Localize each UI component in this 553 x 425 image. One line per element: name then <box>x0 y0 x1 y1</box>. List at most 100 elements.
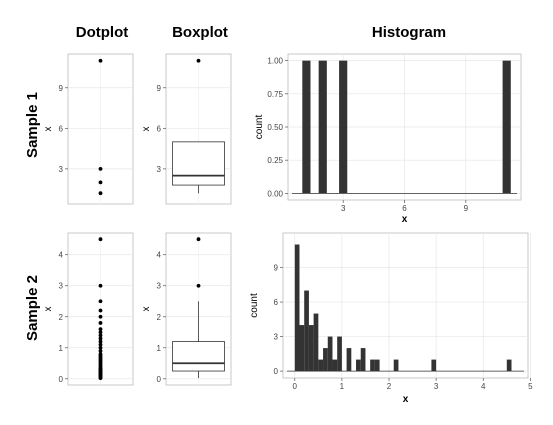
plot-panels: 3 6 9 x 3 6 9 x 0.00 0.25 0.50 0.75 1.00 count 3 6 9 x 0 1 2… <box>43 53 533 405</box>
data-point <box>98 237 103 242</box>
y-tick-label: 9 <box>274 264 279 273</box>
y-tick-label: 1 <box>59 344 64 353</box>
data-point <box>98 330 103 335</box>
outlier-point <box>196 283 201 288</box>
data-point <box>98 314 103 319</box>
data-point <box>98 308 103 313</box>
y-tick-label: 9 <box>59 84 64 93</box>
x-tick-label: 4 <box>481 382 486 391</box>
x-tick-label: 2 <box>387 382 392 391</box>
data-point <box>98 348 103 353</box>
column-title-dotplot: Dotplot <box>76 24 128 41</box>
panel-histogram-sample-2: 0 3 6 9 count 0 1 2 3 4 5 x <box>249 232 533 405</box>
data-point <box>98 342 103 347</box>
y-axis-label: x <box>43 127 54 132</box>
y-tick-label: 6 <box>59 124 64 133</box>
y-tick-label: 0 <box>157 375 162 384</box>
histogram-bar <box>360 348 366 372</box>
x-tick-label: 6 <box>402 204 407 213</box>
y-tick-label: 9 <box>157 84 162 93</box>
y-tick-label: 3 <box>59 282 64 291</box>
y-axis-label: count <box>254 115 265 140</box>
y-tick-label: 3 <box>157 165 162 174</box>
data-point <box>98 345 103 350</box>
data-point <box>98 333 103 338</box>
x-axis-label: x <box>403 394 409 405</box>
x-tick-label: 0 <box>293 382 298 391</box>
y-tick-label: 1 <box>157 344 162 353</box>
y-tick-label: 0.00 <box>267 189 283 198</box>
panel-dotplot-sample-1: 3 6 9 x <box>43 53 134 205</box>
y-tick-label: 6 <box>274 298 279 307</box>
histogram-bar <box>323 348 328 372</box>
histogram-bar <box>304 290 309 372</box>
histogram-bar <box>506 359 512 372</box>
histogram-bar <box>370 359 375 372</box>
histogram-bar <box>318 359 324 372</box>
data-point <box>98 191 103 196</box>
panel-boxplot-sample-2: 0 1 2 3 4 x <box>141 232 232 386</box>
y-tick-label: 1.00 <box>267 57 283 66</box>
x-axis-label: x <box>402 214 408 225</box>
data-point <box>98 166 103 171</box>
y-axis-label: x <box>43 307 54 312</box>
histogram-bar <box>318 60 327 194</box>
x-tick-label: 5 <box>528 382 533 391</box>
histogram-bar <box>337 336 342 372</box>
y-tick-label: 0.25 <box>267 156 283 165</box>
data-point <box>98 336 103 341</box>
column-title-histogram: Histogram <box>372 24 446 41</box>
panel-dotplot-sample-2: 0 1 2 3 4 x <box>43 232 134 386</box>
histogram-bar <box>313 313 319 372</box>
histogram-bar <box>346 348 352 372</box>
y-tick-label: 4 <box>59 251 64 260</box>
data-point <box>98 352 103 356</box>
y-tick-label: 0.50 <box>267 123 283 132</box>
data-point <box>98 321 103 325</box>
box <box>172 141 225 186</box>
data-point <box>98 327 103 332</box>
y-tick-label: 4 <box>157 251 162 260</box>
histogram-bar <box>502 60 511 194</box>
y-axis-label: x <box>141 307 152 312</box>
outlier-point <box>196 237 201 242</box>
y-tick-label: 3 <box>274 333 279 342</box>
column-title-boxplot: Boxplot <box>172 24 228 41</box>
y-tick-label: 0 <box>274 367 279 376</box>
histogram-bar <box>393 359 399 372</box>
row-title-sample-2: Sample 2 <box>24 275 41 341</box>
histogram-bar <box>356 359 361 372</box>
y-tick-label: 0.75 <box>267 90 283 99</box>
x-tick-label: 9 <box>464 204 469 213</box>
data-point <box>98 180 103 185</box>
box <box>172 341 225 372</box>
y-tick-label: 2 <box>59 313 64 322</box>
y-axis-label: count <box>249 293 260 318</box>
y-tick-label: 3 <box>157 282 162 291</box>
data-point <box>98 283 103 288</box>
outlier-point <box>196 58 201 63</box>
histogram-bar <box>431 359 437 372</box>
x-tick-label: 1 <box>340 382 345 391</box>
panel-boxplot-sample-1: 3 6 9 x <box>141 53 232 205</box>
data-point <box>98 339 103 344</box>
data-point <box>98 299 103 304</box>
histogram-bar <box>332 359 338 372</box>
histogram-bar <box>294 244 300 372</box>
panel-histogram-sample-1: 0.00 0.25 0.50 0.75 1.00 count 3 6 9 x <box>254 53 522 225</box>
y-tick-label: 3 <box>59 165 64 174</box>
y-tick-label: 2 <box>157 313 162 322</box>
y-tick-label: 6 <box>157 124 162 133</box>
panel-frame <box>282 232 529 379</box>
histogram-bar <box>302 60 311 194</box>
row-title-sample-1: Sample 1 <box>24 92 41 158</box>
histogram-bar <box>339 60 348 194</box>
y-axis-label: x <box>141 127 152 132</box>
y-tick-label: 0 <box>59 375 64 384</box>
x-tick-label: 3 <box>434 382 439 391</box>
histogram-bar <box>374 359 380 372</box>
histogram-bar <box>327 336 333 372</box>
x-tick-label: 3 <box>341 204 346 213</box>
data-point <box>98 58 103 63</box>
